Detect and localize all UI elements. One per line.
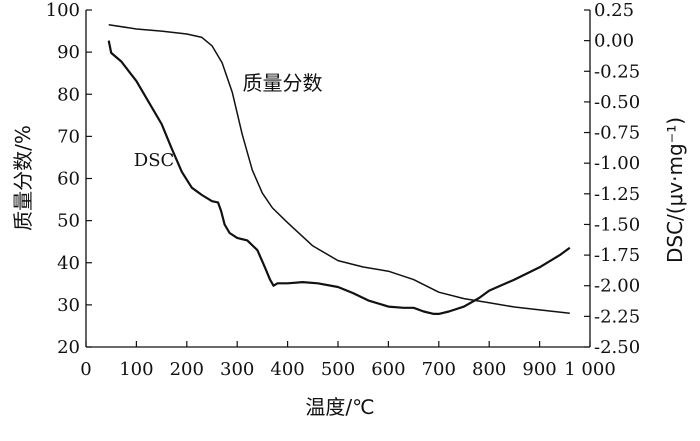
series-annotation: 质量分数 [243, 71, 323, 95]
y-right-tick-label: -1.00 [594, 153, 640, 174]
dsc-series-line [109, 41, 570, 314]
x-tick-label: 800 [472, 359, 506, 380]
x-tick-label: 100 [119, 359, 153, 380]
x-tick-label: 200 [170, 359, 204, 380]
y-right-tick-label: -2.00 [594, 276, 640, 297]
y-left-tick-label: 40 [57, 253, 80, 274]
series-annotation: DSC [134, 150, 175, 171]
x-tick-label: 700 [422, 359, 456, 380]
axes [86, 10, 590, 347]
y-left-tick-label: 20 [57, 337, 80, 358]
x-tick-label: 0 [80, 359, 91, 380]
y-right-tick-label: 0.00 [594, 31, 634, 52]
x-axis-label: 温度/℃ [305, 395, 374, 419]
y-right-tick-label: -0.25 [594, 61, 640, 82]
y-right-tick-label: -0.75 [594, 123, 640, 144]
y-right-axis-label: DSC/(μv·mg⁻¹) [663, 117, 687, 263]
y-right-tick-label: 0.25 [594, 0, 634, 21]
x-tick-label: 500 [321, 359, 355, 380]
series [109, 25, 570, 314]
y-right-tick-label: -1.25 [594, 184, 640, 205]
ticks: 0 100 200 300 400 500 600 700 800 900 1 000 20 30 40 5… [46, 0, 641, 380]
y-right-tick-label: -2.25 [594, 306, 640, 327]
y-left-tick-label: 70 [57, 126, 80, 147]
y-left-tick-label: 60 [57, 169, 80, 190]
mass-fraction-series-line [109, 25, 570, 314]
y-left-axis-label: 质量分数/% [11, 125, 35, 231]
y-left-tick-label: 80 [57, 84, 80, 105]
x-tick-label: 400 [270, 359, 304, 380]
x-tick-label: 1 000 [564, 359, 616, 380]
y-left-tick-label: 50 [57, 211, 80, 232]
y-left-tick-label: 100 [46, 0, 80, 21]
annotations: 质量分数 DSC [134, 71, 323, 171]
x-tick-label: 600 [371, 359, 405, 380]
y-right-tick-label: -0.50 [594, 92, 640, 113]
y-right-tick-label: -2.50 [594, 337, 640, 358]
y-left-tick-label: 90 [57, 42, 80, 63]
x-tick-label: 900 [522, 359, 556, 380]
y-left-tick-label: 30 [57, 295, 80, 316]
x-tick-label: 300 [220, 359, 254, 380]
y-right-tick-label: -1.50 [594, 214, 640, 235]
y-right-tick-label: -1.75 [594, 245, 640, 266]
